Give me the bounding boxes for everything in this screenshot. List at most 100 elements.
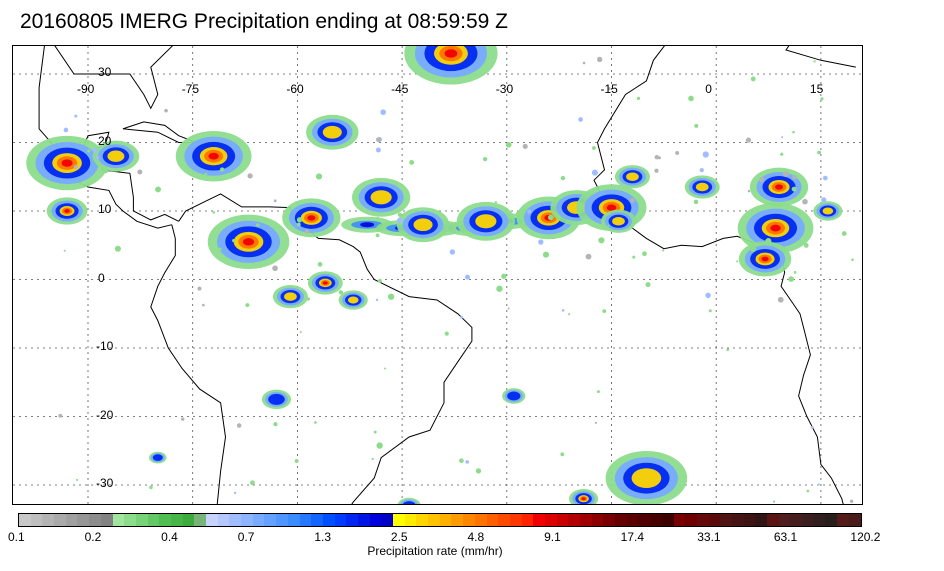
precip-speckle — [464, 274, 471, 280]
colorbar-tick-label: 33.1 — [697, 530, 721, 544]
precip-speckle — [494, 201, 498, 204]
precip-speckle — [114, 245, 121, 252]
graticule — [13, 46, 862, 504]
precip-speckle — [821, 197, 827, 203]
precip-speckle — [726, 348, 730, 352]
precip-speckle — [75, 478, 79, 482]
colorbar-swatch — [264, 514, 277, 526]
colorbar-tick-label: 63.1 — [773, 530, 798, 544]
precip-speckle — [149, 485, 153, 490]
map-canvas — [13, 46, 862, 504]
precip-speckle — [103, 168, 109, 174]
precip-speckle — [212, 211, 216, 214]
precip-speckle — [654, 154, 659, 160]
precip-speckle — [360, 303, 365, 307]
precip-speckle — [560, 175, 566, 181]
colorbar-swatch — [755, 514, 767, 526]
precip-speckle — [377, 278, 382, 284]
precip-speckle — [236, 423, 242, 428]
precip-cell — [370, 190, 392, 205]
colorbar-swatch — [77, 514, 90, 526]
precip-speckle — [654, 168, 659, 173]
precip-speckle — [736, 260, 739, 263]
precip-speckle — [164, 108, 168, 113]
colorbar-swatch — [276, 514, 288, 526]
precip-cell — [606, 204, 617, 211]
colorbar-swatch — [813, 514, 826, 526]
precip-speckle — [201, 303, 205, 307]
colorbar-swatch — [217, 514, 230, 526]
precip-speckle — [482, 156, 488, 162]
colorbar-swatch — [194, 514, 206, 526]
precip-speckle — [585, 253, 592, 260]
precip-cell — [107, 150, 125, 162]
precip-speckle — [591, 169, 598, 176]
precip-speckle — [592, 146, 596, 150]
precip-speckle — [851, 258, 854, 261]
precip-speckle — [294, 459, 299, 463]
precip-speckle — [750, 76, 756, 82]
precip-speckle — [501, 273, 507, 279]
colorbar-swatch — [159, 514, 171, 526]
colorbar-tick-label: 4.8 — [467, 530, 485, 544]
precip-cell — [761, 256, 769, 262]
precip-cell — [507, 391, 521, 401]
precip-speckle — [578, 117, 583, 122]
longitude-label: 0 — [705, 82, 712, 96]
precipitation-map[interactable] — [12, 45, 863, 505]
precip-cell — [242, 238, 255, 246]
precip-cell — [612, 217, 625, 226]
colorbar-swatch — [112, 514, 125, 526]
precip-speckle — [527, 209, 532, 214]
colorbar-swatch — [685, 514, 697, 526]
colorbar-swatch — [241, 514, 253, 526]
precip-speckle — [699, 167, 704, 173]
coastline — [150, 224, 227, 504]
precip-speckle — [780, 152, 784, 156]
precip-speckle — [63, 249, 66, 252]
colorbar-swatch — [533, 514, 545, 526]
colorbar-swatch — [474, 514, 487, 526]
precip-speckle — [180, 417, 185, 421]
precip-speckle — [383, 367, 386, 370]
colorbar-swatch — [124, 514, 136, 526]
colorbar-swatch — [287, 514, 300, 526]
colorbar-swatch — [521, 514, 534, 526]
colorbar-swatch — [89, 514, 101, 526]
precip-speckle — [657, 156, 661, 160]
colorbar-swatch — [334, 514, 347, 526]
precip-speckle — [782, 171, 789, 177]
precip-speckle — [547, 214, 554, 221]
colorbar-swatch — [696, 514, 709, 526]
colorbar-tick-label: 0.2 — [84, 530, 102, 544]
coastline — [785, 46, 856, 68]
precip-speckle — [538, 239, 544, 245]
colorbar-swatch — [568, 514, 580, 526]
precip-cell — [307, 215, 316, 221]
precip-speckle — [507, 307, 510, 310]
colorbar-swatch — [673, 514, 686, 526]
colorbar-swatch — [42, 514, 55, 526]
precip-speckle — [306, 297, 310, 301]
colorbar-swatch — [416, 514, 429, 526]
colorbar-title: Precipitation rate (mm/hr) — [367, 544, 503, 558]
precip-speckle — [817, 483, 820, 486]
precip-speckle — [765, 238, 772, 245]
colorbar-swatch — [603, 514, 616, 526]
precip-speckle — [693, 199, 699, 205]
precip-speckle — [409, 160, 415, 165]
precip-speckle — [817, 150, 822, 155]
precip-speckle — [315, 173, 323, 180]
precip-speckle — [522, 143, 528, 150]
precip-speckle — [449, 249, 456, 255]
colorbar-tick-label: 17.4 — [620, 530, 644, 544]
precip-speckle — [296, 222, 301, 227]
latitude-label: 0 — [98, 270, 105, 285]
colorbar-swatch — [720, 514, 732, 526]
latitude-label: 10 — [98, 202, 112, 216]
precip-speckle — [594, 421, 597, 424]
precip-speckle — [444, 331, 449, 336]
colorbar-swatch — [509, 514, 522, 526]
colorbar-swatch — [357, 514, 370, 526]
colorbar-swatch — [252, 514, 265, 526]
